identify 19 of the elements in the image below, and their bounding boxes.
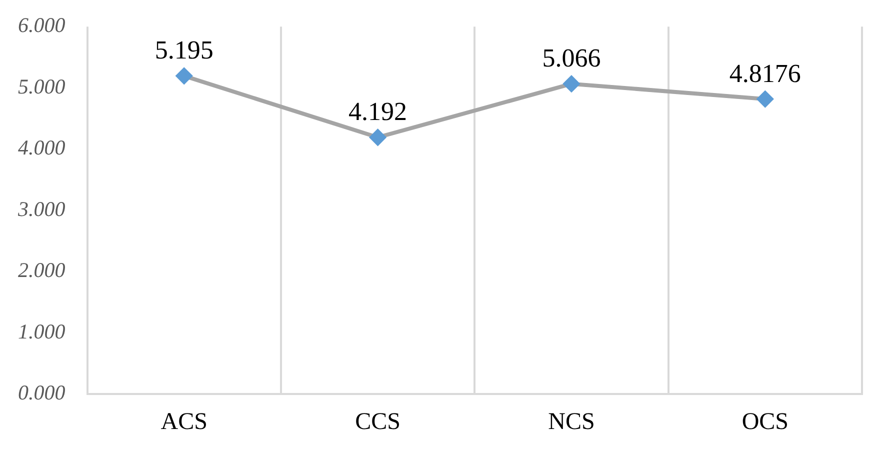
data-label: 4.8176 bbox=[729, 58, 801, 88]
y-tick-label: 1.000 bbox=[18, 319, 66, 344]
x-tick-label: CCS bbox=[355, 408, 400, 435]
data-label: 4.192 bbox=[348, 97, 408, 126]
x-tick-label: ACS bbox=[160, 408, 208, 435]
point bbox=[757, 91, 774, 108]
y-tick-label: 2.000 bbox=[18, 258, 66, 282]
x-tick-label: NCS bbox=[548, 408, 595, 435]
y-tick-label: 4.000 bbox=[18, 136, 66, 160]
data-label: 5.195 bbox=[154, 36, 214, 65]
point bbox=[176, 68, 192, 84]
x-tick-label: OCS bbox=[742, 408, 788, 435]
data-label: 5.066 bbox=[542, 44, 601, 73]
point bbox=[370, 129, 386, 146]
point bbox=[563, 76, 580, 92]
y-tick-label: 0.000 bbox=[18, 380, 66, 405]
y-tick-label: 3.000 bbox=[17, 196, 66, 221]
y-tick-label: 5.000 bbox=[18, 74, 66, 98]
y-tick-label: 6.000 bbox=[18, 13, 66, 38]
